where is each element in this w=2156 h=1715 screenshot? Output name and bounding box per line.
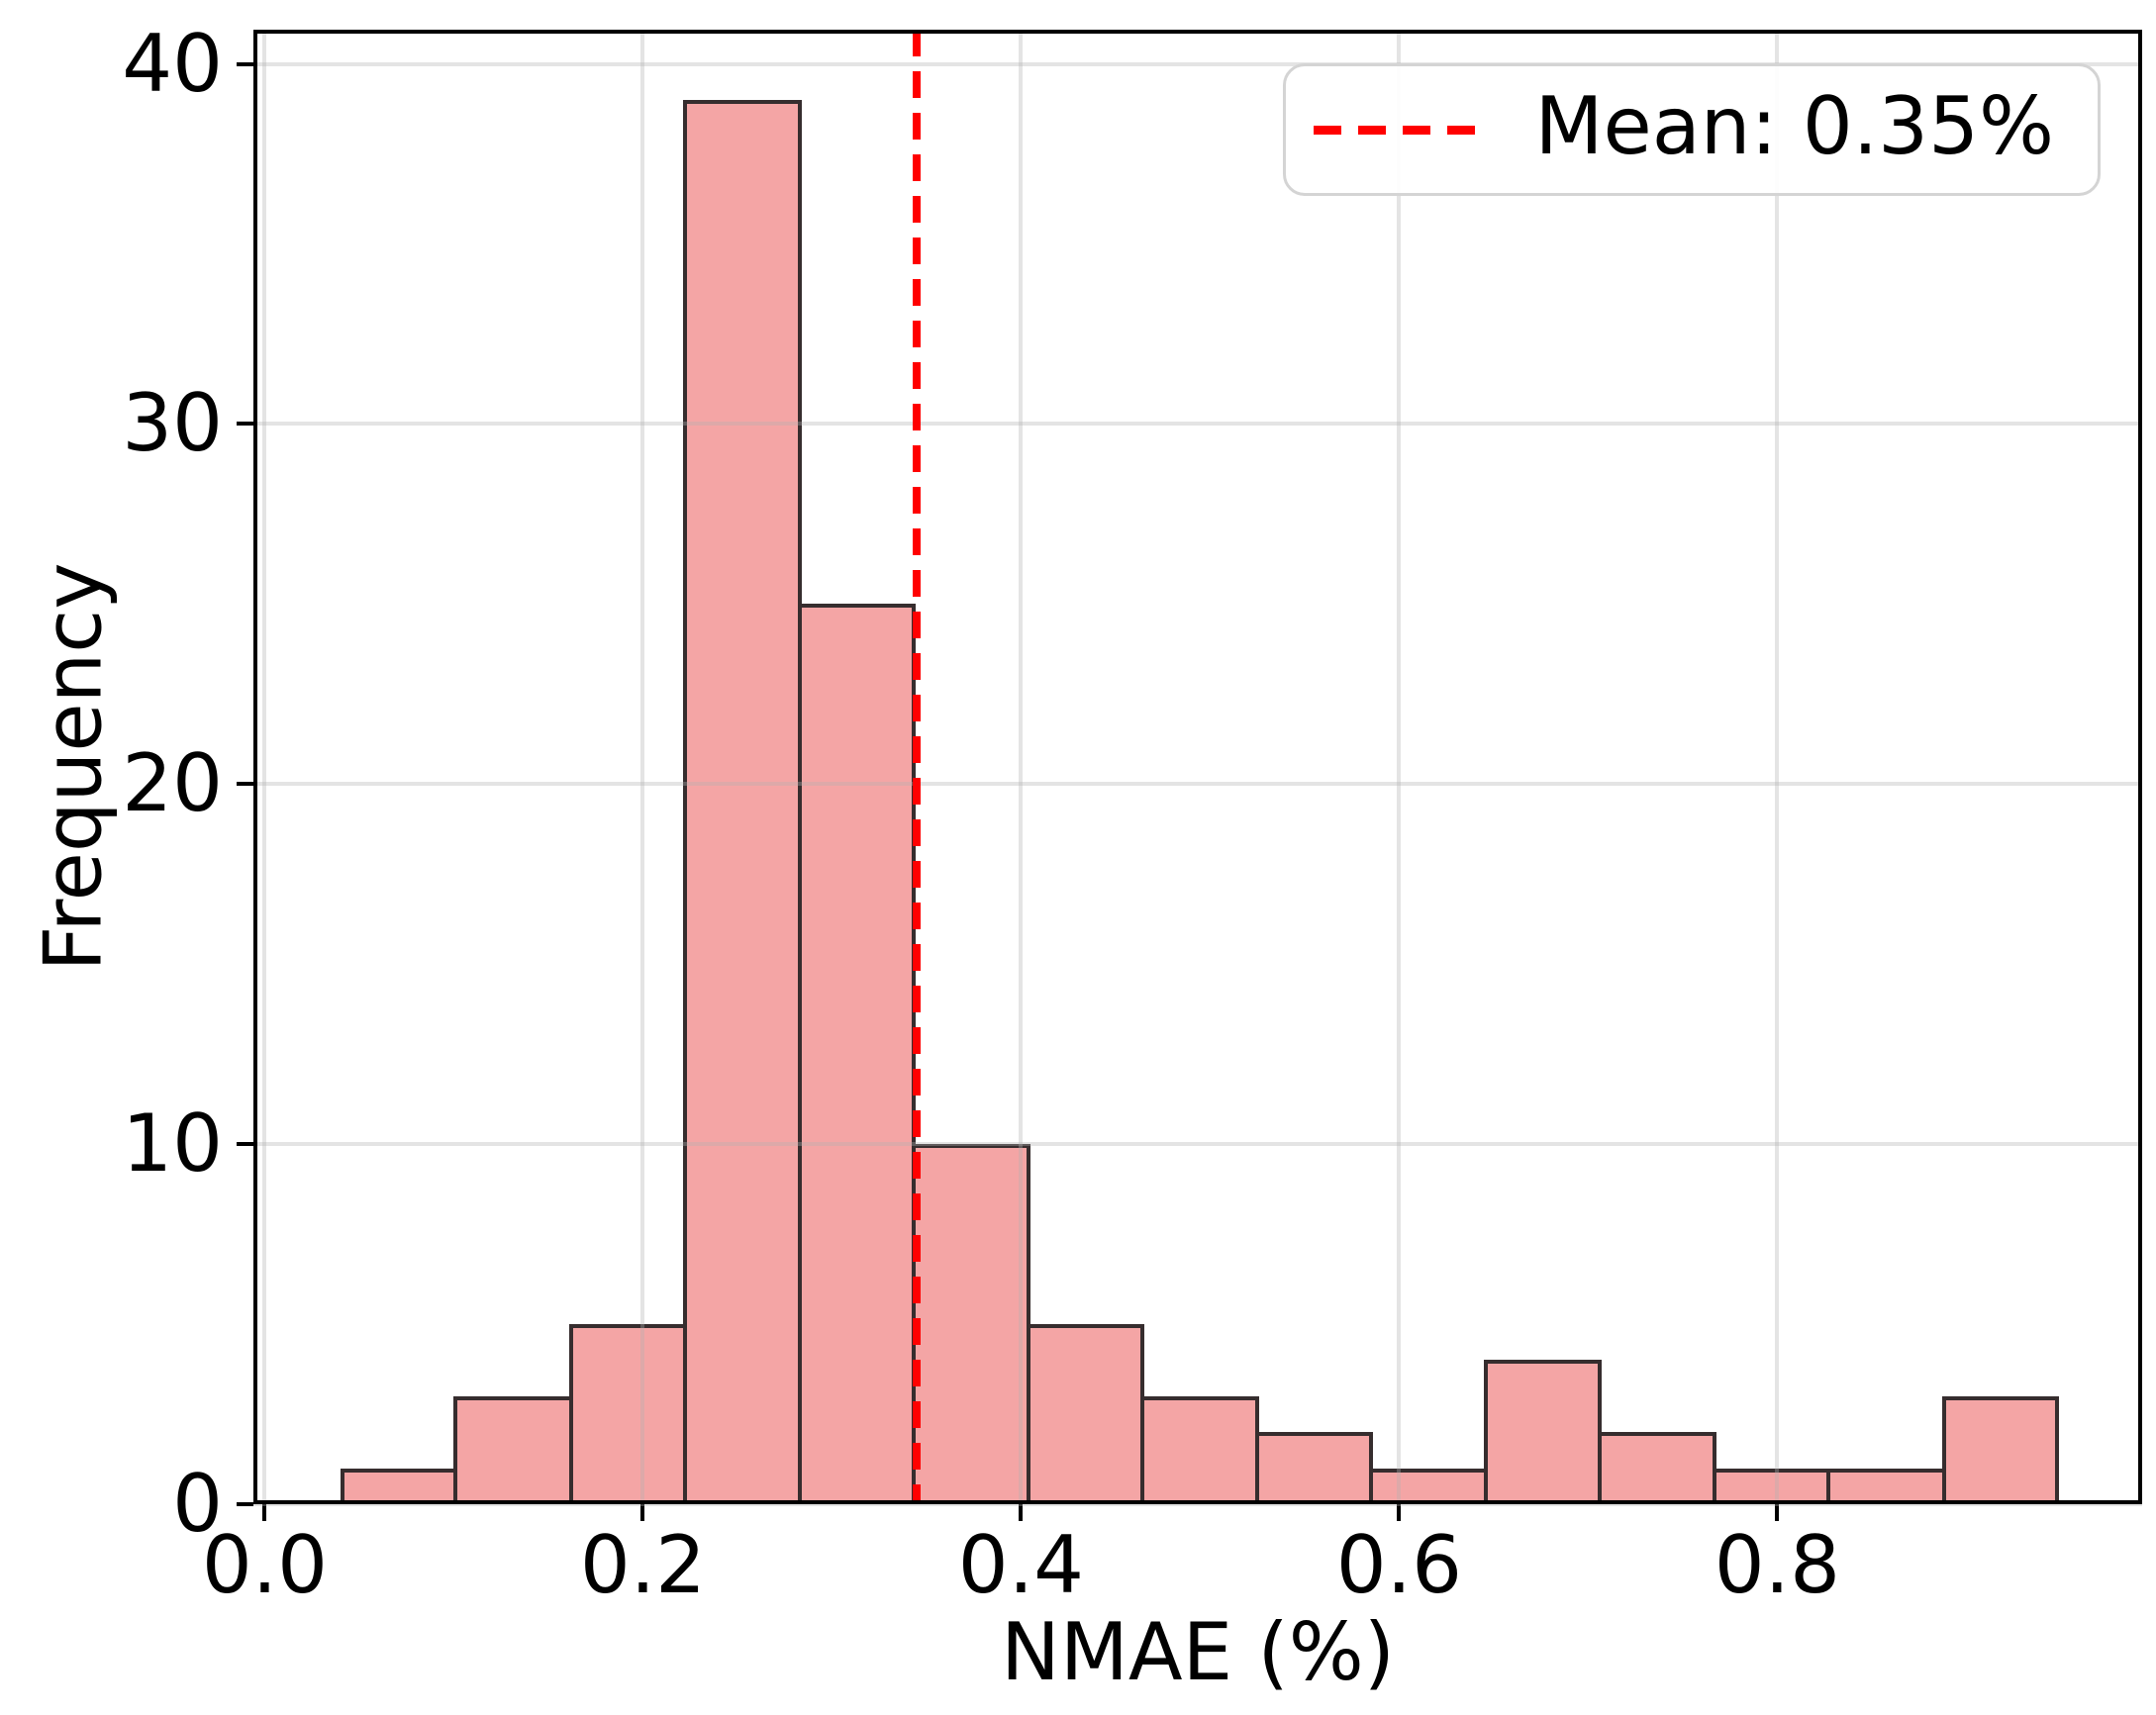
histogram-bar: [1597, 1432, 1717, 1504]
histogram-bar: [1255, 1432, 1373, 1504]
gridline-horizontal: [253, 782, 2142, 787]
x-tick-mark: [262, 1504, 267, 1521]
y-tick-label: 30: [122, 377, 223, 470]
legend-dashed-line-sample: [1313, 125, 1478, 135]
x-tick-mark: [640, 1504, 645, 1521]
y-tick-mark: [237, 1142, 253, 1147]
y-axis-label-text: Frequency: [27, 562, 120, 972]
x-tick-label: 0.0: [201, 1519, 329, 1611]
x-axis-label: NMAE (%): [1000, 1606, 1395, 1698]
mean-line: [913, 30, 922, 1504]
x-tick-mark: [1397, 1504, 1402, 1521]
x-tick-label: 0.4: [957, 1519, 1085, 1611]
x-tick-label: 0.8: [1714, 1519, 1840, 1611]
histogram-bar: [1368, 1468, 1489, 1504]
gridline-vertical: [1775, 30, 1780, 1504]
plot-area: Mean: 0.35%: [253, 30, 2142, 1506]
gridline-horizontal: [253, 422, 2142, 427]
histogram-bar: [1713, 1468, 1831, 1504]
y-tick-mark: [237, 782, 253, 787]
histogram-bar: [568, 1324, 687, 1504]
legend: Mean: 0.35%: [1282, 63, 2101, 196]
histogram-bar: [453, 1395, 573, 1504]
y-tick-mark: [237, 61, 253, 66]
legend-label: Mean: 0.35%: [1534, 80, 2055, 172]
histogram-bar: [798, 604, 916, 1504]
gridline-horizontal: [253, 1502, 2142, 1506]
plot-border: [253, 30, 2142, 1504]
y-tick-mark: [237, 1502, 253, 1506]
gridline-horizontal: [253, 61, 2142, 66]
y-tick-label: 20: [122, 737, 223, 830]
y-tick-label: 10: [122, 1097, 223, 1191]
x-tick-label: 0.6: [1335, 1519, 1462, 1611]
histogram-bar: [340, 1468, 458, 1504]
y-tick-label: 0: [172, 1458, 223, 1550]
histogram-bar: [1826, 1468, 1946, 1504]
x-tick-mark: [1019, 1504, 1024, 1521]
y-tick-mark: [237, 422, 253, 427]
histogram-bar: [1484, 1360, 1602, 1504]
histogram-bar: [1941, 1395, 2060, 1504]
histogram-bar: [1139, 1395, 1260, 1504]
x-tick-mark: [1775, 1504, 1780, 1521]
y-tick-label: 40: [122, 17, 223, 110]
gridline-horizontal: [253, 1142, 2142, 1147]
gridline-vertical: [262, 30, 267, 1504]
histogram-bar: [911, 1144, 1031, 1504]
histogram-bar: [1027, 1324, 1144, 1504]
x-tick-label: 0.2: [579, 1519, 707, 1611]
histogram-bar: [682, 99, 803, 1504]
gridline-vertical: [640, 30, 645, 1504]
gridline-vertical: [1019, 30, 1024, 1504]
gridline-vertical: [1397, 30, 1402, 1504]
